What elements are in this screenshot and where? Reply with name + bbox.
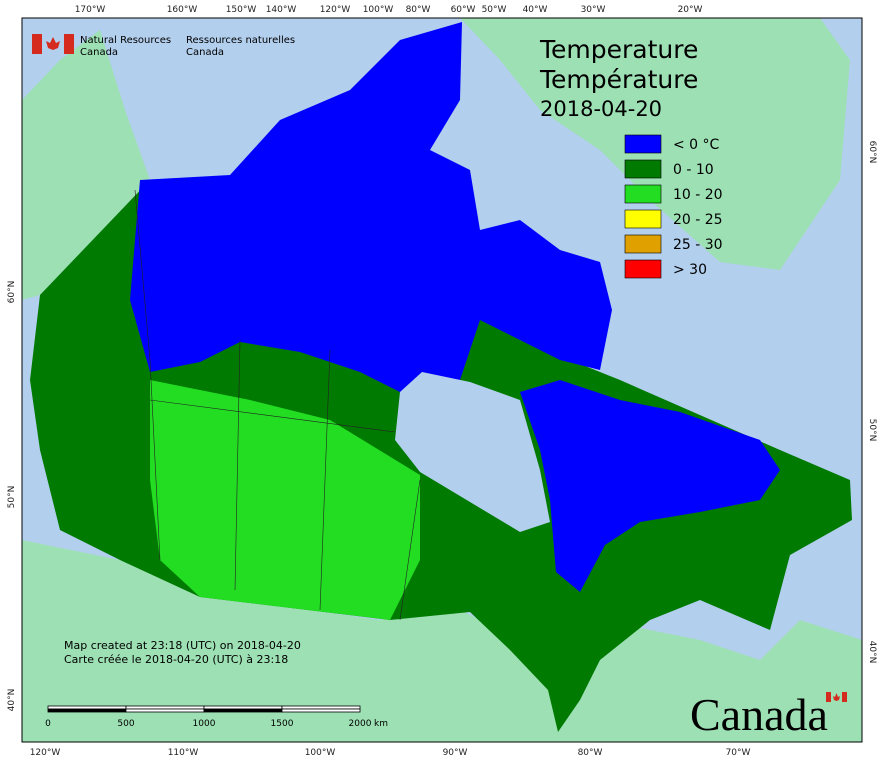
boundary <box>149 399 396 433</box>
scale-segment <box>281 708 361 713</box>
top-axis-label: 120°W <box>320 5 351 15</box>
legend: < 0 °C 0 - 10 10 - 20 20 - 25 25 - 30 > 30 <box>624 134 723 279</box>
legend-label: > 30 <box>673 262 707 278</box>
hudson-bay <box>395 372 550 532</box>
left-axis-label: 50°N <box>7 486 17 509</box>
map-frame <box>21 17 863 743</box>
legend-label: 20 - 25 <box>673 212 723 228</box>
maple-leaf <box>46 37 60 50</box>
legend-swatch <box>624 259 662 279</box>
boundary <box>134 189 161 561</box>
flag-bar <box>32 34 42 54</box>
top-axis-label: 140°W <box>266 5 297 15</box>
top-axis-label: 40°W <box>523 5 548 15</box>
org-name: Natural Resources <box>80 35 171 46</box>
top-axis-label: 60°W <box>451 5 476 15</box>
note: Carte créée le 2018-04-20 (UTC) à 23:18 <box>64 653 288 666</box>
quebec-below-0 <box>520 380 780 592</box>
scale-label: 2000 <box>349 719 372 729</box>
title: Température <box>539 65 698 94</box>
top-axis-label: 170°W <box>75 5 106 15</box>
note: Map created at 23:18 (UTC) on 2018-04-20 <box>64 639 301 652</box>
legend-label: 25 - 30 <box>673 237 723 253</box>
alaska <box>22 30 150 300</box>
org-name: Canada <box>186 47 224 58</box>
flag-bar <box>64 34 74 54</box>
scale-segment <box>47 708 127 713</box>
scale-segment <box>47 705 127 710</box>
scale-segment <box>203 705 283 710</box>
left-axis-label: 60°N <box>7 281 17 304</box>
top-axis-label: 50°W <box>482 5 507 15</box>
legend-label: 0 - 10 <box>673 162 714 178</box>
canada-north-below-0 <box>130 22 612 392</box>
legend-swatch <box>624 159 662 179</box>
top-axis-label: 80°W <box>406 5 431 15</box>
scale-segment <box>125 708 205 713</box>
legend-label: < 0 °C <box>673 137 720 153</box>
title: Temperature <box>539 35 698 64</box>
right-axis-label: 50°N <box>867 419 877 442</box>
bottom-axis-label: 110°W <box>168 748 199 758</box>
legend-swatch <box>624 184 662 204</box>
nrcan-signature: Natural Resources Canada Ressources natu… <box>32 34 295 58</box>
boundary <box>399 479 421 621</box>
boundaries <box>134 189 421 621</box>
org-name: Ressources naturelles <box>186 35 295 46</box>
date: 2018-04-20 <box>540 97 662 121</box>
legend-swatch <box>624 234 662 254</box>
scale-label: 1000 <box>193 719 216 729</box>
top-axis-label: 100°W <box>363 5 394 15</box>
bottom-axis-label: 80°W <box>578 748 603 758</box>
top-axis-label: 150°W <box>226 5 257 15</box>
graticule-labels: 170°W 160°W 150°W 140°W 120°W 100°W 80°W 60°W 50… <box>7 5 877 758</box>
bottom-axis-label: 120°W <box>30 748 61 758</box>
wordmark: Canada <box>690 689 828 740</box>
scale-bar: 0 500 1000 1500 2000 km <box>45 705 388 729</box>
right-axis-label: 60°N <box>867 141 877 164</box>
scale-label: 0 <box>45 719 51 729</box>
top-axis-label: 160°W <box>167 5 198 15</box>
scale-segment <box>125 705 205 710</box>
united-states <box>22 540 862 742</box>
org-name: Canada <box>80 47 118 58</box>
flag-bar <box>826 692 831 702</box>
boundary <box>319 349 331 611</box>
canada-10-20 <box>150 380 420 620</box>
scale-unit: km <box>374 719 388 729</box>
scale-segment <box>281 705 361 710</box>
flag-bar <box>842 692 847 702</box>
scale-segment <box>203 708 283 713</box>
left-axis-label: 40°N <box>7 689 17 712</box>
wordmark-group: Canada <box>690 689 847 740</box>
land <box>22 18 862 742</box>
bottom-axis-label: 90°W <box>443 748 468 758</box>
maple-leaf <box>833 693 840 701</box>
right-axis-label: 40°N <box>867 641 877 664</box>
legend-label: 10 - 20 <box>673 187 723 203</box>
scale-label: 1500 <box>271 719 294 729</box>
bottom-axis-label: 100°W <box>305 748 336 758</box>
bottom-axis-label: 70°W <box>726 748 751 758</box>
top-axis-label: 20°W <box>678 5 703 15</box>
legend-swatch <box>624 209 662 229</box>
legend-swatch <box>624 134 662 154</box>
top-axis-label: 30°W <box>581 5 606 15</box>
scale-label: 500 <box>117 719 134 729</box>
boundary <box>234 339 241 591</box>
